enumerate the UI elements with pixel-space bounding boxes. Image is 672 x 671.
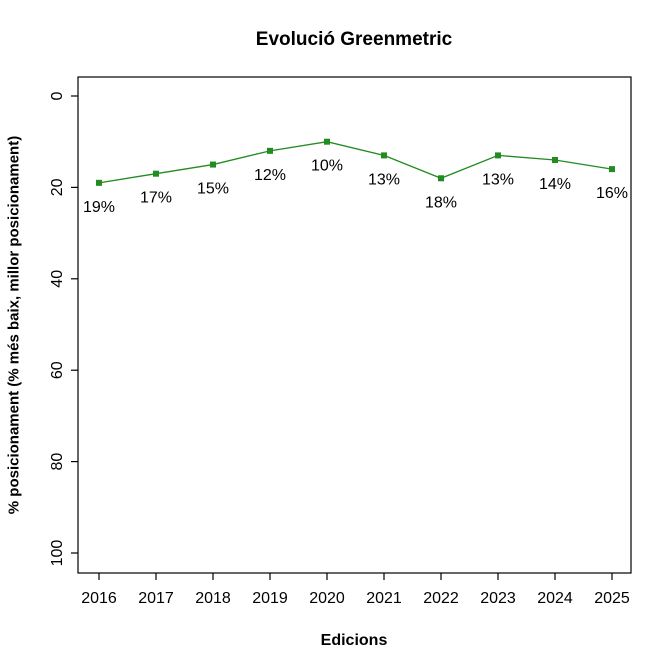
data-point-label: 13%: [482, 171, 514, 188]
y-tick-label: 60: [49, 361, 66, 379]
x-tick-label: 2017: [138, 590, 174, 607]
data-point-marker: [381, 152, 387, 159]
data-point-marker: [153, 170, 159, 177]
data-point-label: 13%: [368, 171, 400, 188]
data-point-marker: [267, 147, 273, 154]
y-tick-label: 40: [49, 270, 66, 288]
x-tick-label: 2018: [195, 590, 231, 607]
x-axis-label: Edicions: [320, 632, 388, 649]
data-point-marker: [96, 179, 102, 186]
data-point-label: 18%: [425, 194, 457, 211]
y-tick-label: 0: [49, 91, 66, 100]
x-tick-label: 2020: [309, 590, 345, 607]
data-point-marker: [210, 161, 216, 168]
data-point-label: 17%: [140, 190, 172, 207]
data-point-label: 15%: [197, 181, 229, 198]
chart-title: Evolució Greenmetric: [255, 29, 453, 50]
data-line: [98, 141, 613, 184]
data-point-label: 19%: [83, 199, 115, 216]
y-tick-label: 100: [49, 540, 66, 567]
plot-box: [77, 76, 632, 574]
x-tick-label: 2025: [594, 590, 630, 607]
x-tick-label: 2023: [480, 590, 516, 607]
data-point-label: 16%: [596, 185, 628, 202]
data-point-marker: [609, 166, 615, 173]
data-point-marker: [552, 156, 558, 163]
data-point-label: 12%: [254, 167, 286, 184]
data-point-marker: [324, 138, 330, 145]
y-tick-label: 20: [49, 178, 66, 196]
x-tick-label: 2019: [252, 590, 288, 607]
x-tick-label: 2024: [537, 590, 573, 607]
x-tick-label: 2021: [366, 590, 402, 607]
data-point-label: 10%: [311, 158, 343, 175]
data-point-label: 14%: [539, 176, 571, 193]
data-point-marker: [495, 152, 501, 159]
y-tick-label: 80: [49, 453, 66, 471]
x-tick-label: 2022: [423, 590, 459, 607]
data-point-marker: [438, 175, 444, 182]
x-tick-label: 2016: [81, 590, 117, 607]
